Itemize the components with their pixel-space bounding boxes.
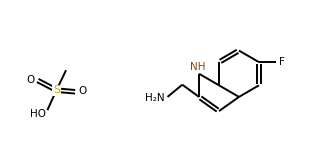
Text: HO: HO [30, 109, 46, 119]
Text: S: S [53, 85, 60, 95]
Text: O: O [26, 75, 35, 85]
Text: O: O [78, 86, 86, 96]
Text: F: F [278, 57, 284, 67]
Text: NH: NH [190, 62, 205, 72]
Text: H₂N: H₂N [145, 93, 165, 103]
